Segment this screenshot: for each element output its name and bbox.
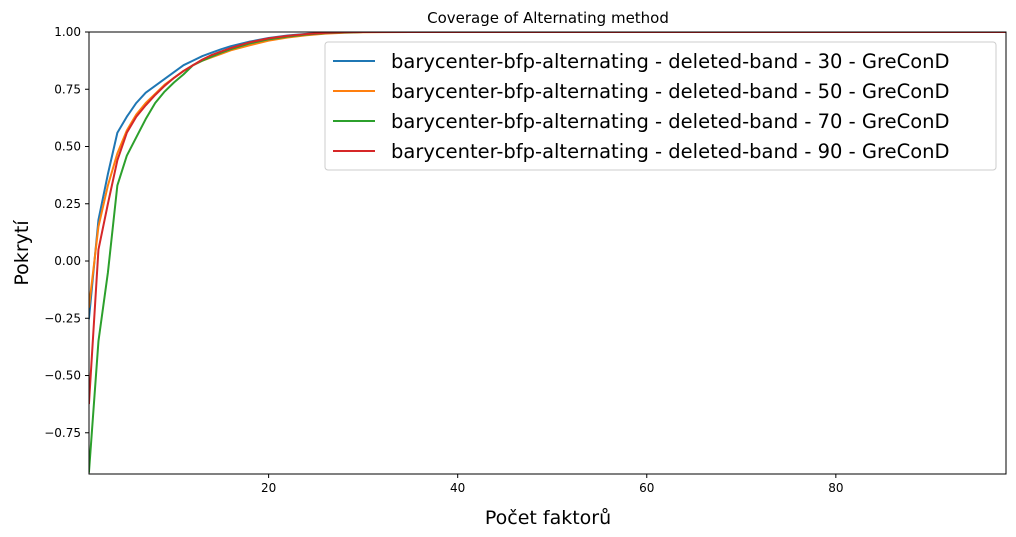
legend-box [324, 41, 997, 171]
y-tick-label: −0.75 [44, 426, 81, 440]
x-axis-title: Počet faktorů [485, 507, 611, 529]
x-tick-label: 60 [639, 481, 654, 495]
y-tick-label: 0.50 [54, 140, 81, 154]
y-axis-title: Pokrytí [11, 220, 33, 286]
x-tick-label: 20 [261, 481, 276, 495]
y-tick-label: 1.00 [54, 25, 81, 39]
y-tick-label: 0.00 [54, 254, 81, 268]
legend-label-4: barycenter-bfp-alternating - deleted-ban… [391, 140, 950, 163]
chart-title: Coverage of Alternating method [427, 9, 669, 27]
x-axis-ticks: 20 40 60 80 [261, 474, 843, 495]
legend-label-3: barycenter-bfp-alternating - deleted-ban… [391, 110, 950, 133]
legend-entries: barycenter-bfp-alternating - deleted-ban… [333, 50, 950, 163]
series-layer [89, 32, 1006, 473]
series-line-4 [89, 32, 1006, 405]
y-tick-label: 0.75 [54, 82, 81, 96]
legend-label-2: barycenter-bfp-alternating - deleted-ban… [391, 80, 950, 103]
y-axis-ticks: −0.75 −0.50 −0.25 0.00 0.25 0.50 0.75 1.00 [44, 25, 89, 440]
legend-label-1: barycenter-bfp-alternating - deleted-ban… [391, 50, 950, 73]
x-tick-label: 80 [828, 481, 843, 495]
x-tick-label: 40 [450, 481, 465, 495]
plot-frame [88, 31, 1007, 475]
y-tick-label: −0.25 [44, 311, 81, 325]
y-tick-label: 0.25 [54, 197, 81, 211]
legend: barycenter-bfp-alternating - deleted-ban… [324, 41, 997, 171]
y-tick-label: −0.50 [44, 369, 81, 383]
